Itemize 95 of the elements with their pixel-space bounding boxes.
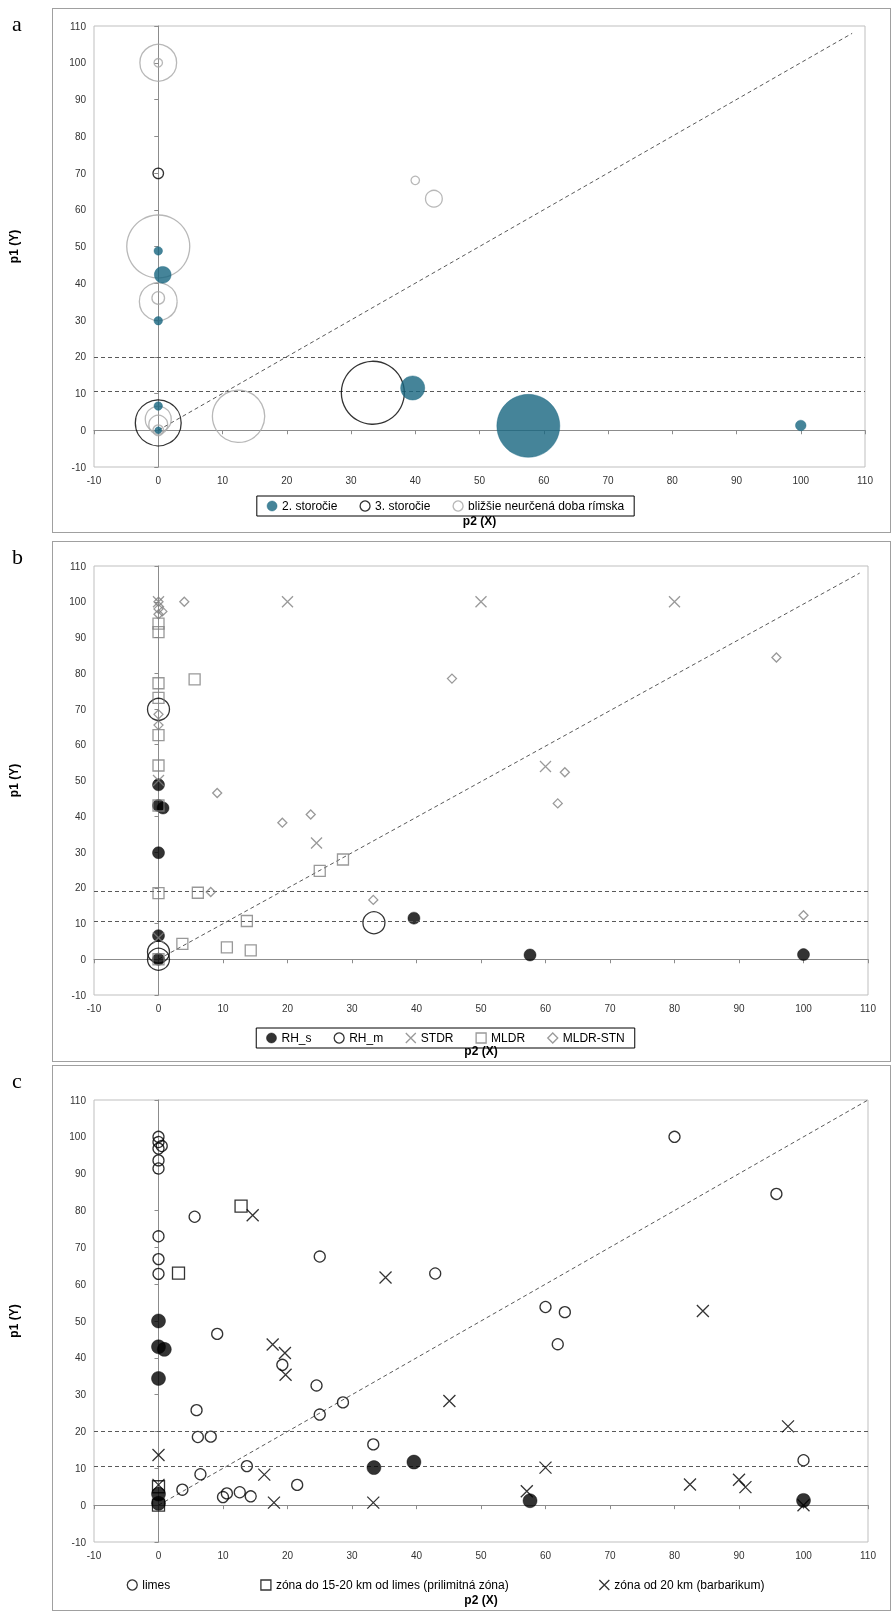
x-tick-label: 30 xyxy=(345,474,357,486)
x-axis-title: p2 (X) xyxy=(464,1593,498,1607)
x-tick-label: 30 xyxy=(346,1549,358,1561)
legend-label: RH_m xyxy=(349,1031,384,1045)
x-tick-label: 70 xyxy=(604,1002,616,1014)
y-tick-label: 70 xyxy=(74,167,87,179)
text: b xyxy=(12,543,23,569)
x-tick-label: 20 xyxy=(281,474,293,486)
y-tick-label: 10 xyxy=(74,388,87,399)
x-tick-label: 0 xyxy=(155,1549,162,1561)
y-tick-label: 80 xyxy=(74,667,87,679)
x-tick-label: 40 xyxy=(409,474,422,486)
legend-label: limes xyxy=(142,1578,171,1592)
y-tick-label: 50 xyxy=(74,1315,87,1327)
x-tick-label: 80 xyxy=(666,474,679,486)
x-tick-label: 70 xyxy=(602,474,614,486)
y-tick-label: 110 xyxy=(70,20,87,32)
legend-label: STDR xyxy=(420,1031,454,1045)
x-tick-label: 90 xyxy=(730,474,743,486)
x-tick-label: 10 xyxy=(217,1549,229,1561)
x-tick-label: 90 xyxy=(733,1549,745,1561)
x-tick-label: 80 xyxy=(668,1002,681,1014)
x-tick-label: 110 xyxy=(857,474,874,486)
y-tick-label: 40 xyxy=(74,1352,87,1364)
y-tick-label: 80 xyxy=(74,1205,87,1216)
y-tick-label: 60 xyxy=(74,204,87,216)
x-tick-label: 110 xyxy=(860,1549,877,1561)
x-tick-label: 60 xyxy=(539,1002,552,1014)
y-tick-label: 0 xyxy=(80,953,87,965)
legend-label: 3. storočie xyxy=(375,499,431,513)
y-tick-label: 90 xyxy=(74,94,87,105)
x-tick-label: 30 xyxy=(346,1002,358,1014)
x-tick-label: 20 xyxy=(281,1549,294,1561)
legend-label: 2. storočie xyxy=(282,499,338,513)
y-tick-label: 110 xyxy=(70,560,87,572)
legend-label: zóna od 20 km (barbarikum) xyxy=(614,1578,765,1592)
y-tick-label: 70 xyxy=(74,703,87,715)
y-tick-label: 40 xyxy=(74,277,87,289)
y-tick-label: 90 xyxy=(74,632,87,643)
x-tick-label: 10 xyxy=(216,474,229,486)
y-axis-title: p1 (Y) xyxy=(7,1304,21,1338)
x-tick-label: 0 xyxy=(155,474,162,486)
y-tick-label: -10 xyxy=(71,989,87,1001)
y-tick-label: -10 xyxy=(71,1536,87,1548)
x-tick-label: 80 xyxy=(668,1549,681,1561)
y-tick-label: 20 xyxy=(74,1426,87,1437)
y-tick-label: 30 xyxy=(74,314,87,326)
legend-label: RH_s xyxy=(281,1031,312,1045)
legend-label: zóna do 15-20 km od limes (prilimitná zóna) xyxy=(275,1578,509,1592)
x-tick-label: 60 xyxy=(538,474,550,486)
legend-label: MLDR-STN xyxy=(562,1031,625,1045)
y-tick-label: 20 xyxy=(74,351,87,363)
x-tick-label: 70 xyxy=(604,1549,616,1561)
y-tick-label: 10 xyxy=(74,918,87,929)
y-axis-title: p1 (Y) xyxy=(7,763,21,798)
y-tick-label: 70 xyxy=(74,1241,87,1253)
y-tick-label: 110 xyxy=(70,1094,87,1106)
x-tick-label: 50 xyxy=(475,1002,487,1014)
x-tick-label: 90 xyxy=(733,1002,745,1014)
x-tick-label: 60 xyxy=(539,1549,552,1561)
y-tick-label: 0 xyxy=(80,1499,87,1511)
y-tick-label: 30 xyxy=(74,846,87,858)
x-tick-label: 100 xyxy=(795,1549,813,1561)
x-tick-label: 20 xyxy=(281,1002,294,1014)
y-tick-label: 60 xyxy=(74,739,87,751)
y-tick-label: 30 xyxy=(74,1389,87,1401)
x-tick-label: 50 xyxy=(475,1549,487,1561)
text: c xyxy=(12,1067,22,1093)
y-tick-label: 40 xyxy=(74,810,87,822)
x-tick-label: 40 xyxy=(410,1002,423,1014)
x-tick-label: 100 xyxy=(795,1002,813,1014)
y-axis-title: p1 (Y) xyxy=(7,229,21,264)
text: a xyxy=(12,10,22,36)
y-tick-label: 50 xyxy=(74,775,87,786)
x-tick-label: 110 xyxy=(860,1002,877,1014)
x-tick-label: 50 xyxy=(473,474,486,486)
y-tick-label: 60 xyxy=(74,1278,87,1290)
x-axis-title: p2 (X) xyxy=(462,514,497,528)
x-tick-label: 0 xyxy=(155,1002,162,1014)
legend-label: MLDR xyxy=(491,1031,526,1045)
y-tick-label: 50 xyxy=(74,241,87,252)
x-tick-label: 10 xyxy=(217,1002,229,1014)
y-tick-label: 100 xyxy=(69,57,87,69)
y-tick-label: 10 xyxy=(74,1462,87,1474)
y-tick-label: 0 xyxy=(80,424,87,436)
y-tick-label: 100 xyxy=(69,596,87,608)
y-tick-label: 100 xyxy=(69,1131,87,1143)
legend-label: bližšie neurčená doba rímska xyxy=(468,499,625,513)
y-tick-label: 80 xyxy=(74,130,87,142)
y-tick-label: 20 xyxy=(74,882,87,894)
x-axis-title: p2 (X) xyxy=(464,1044,498,1058)
y-tick-label: 90 xyxy=(74,1168,87,1180)
x-tick-label: 100 xyxy=(792,474,810,486)
y-tick-label: -10 xyxy=(71,461,87,473)
x-tick-label: 40 xyxy=(410,1549,423,1561)
